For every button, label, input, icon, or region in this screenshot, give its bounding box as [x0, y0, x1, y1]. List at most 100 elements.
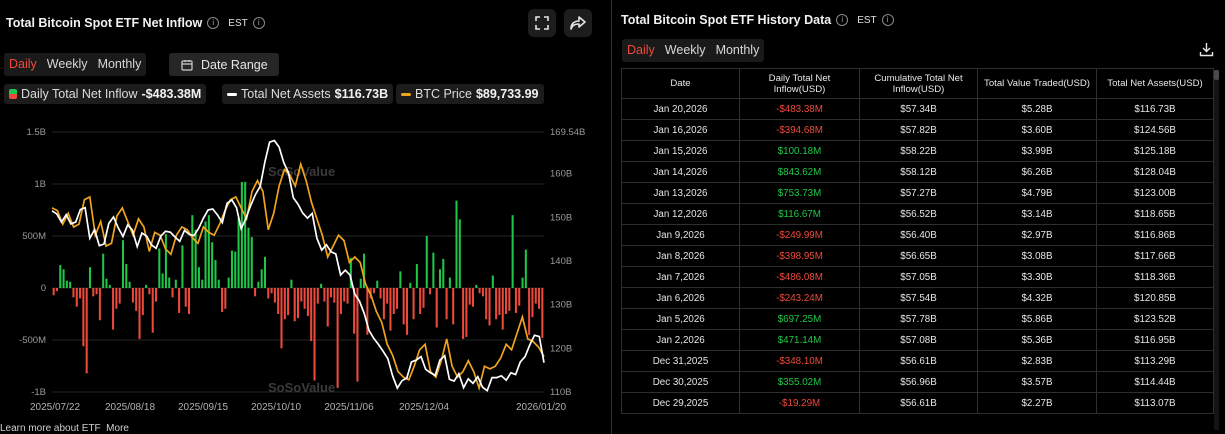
inflow-bar[interactable] [389, 288, 392, 331]
inflow-bar[interactable] [178, 288, 181, 313]
inflow-bar[interactable] [55, 288, 58, 292]
inflow-bar[interactable] [363, 253, 366, 288]
inflow-bar[interactable] [92, 288, 95, 297]
inflow-bar[interactable] [112, 288, 115, 330]
inflow-bar[interactable] [154, 288, 158, 302]
inflow-bar[interactable] [505, 288, 508, 314]
inflow-bar[interactable] [148, 288, 151, 295]
inflow-bar[interactable] [323, 288, 326, 302]
inflow-bar[interactable] [221, 288, 224, 312]
inflow-bar[interactable] [422, 288, 425, 308]
inflow-bar[interactable] [320, 283, 323, 288]
tab-monthly[interactable]: Monthly [97, 57, 142, 71]
inflow-bar[interactable] [125, 264, 128, 288]
inflow-bar[interactable] [399, 271, 402, 288]
inflow-bar[interactable] [465, 288, 468, 337]
inflow-bar[interactable] [349, 257, 352, 288]
inflow-bar[interactable] [88, 267, 91, 288]
inflow-bar[interactable] [263, 256, 267, 288]
download-icon[interactable] [1199, 42, 1214, 57]
inflow-bar[interactable] [372, 288, 375, 294]
inflow-bar[interactable] [277, 288, 280, 314]
inflow-bar[interactable] [105, 278, 108, 288]
tab-monthly[interactable]: Monthly [715, 43, 760, 57]
inflow-bar[interactable] [82, 288, 85, 347]
scrollbar-thumb[interactable] [1214, 70, 1219, 80]
inflow-bar[interactable] [445, 288, 448, 320]
inflow-bar[interactable] [204, 221, 207, 288]
legend-daily-inflow[interactable]: Daily Total Net Inflow -$483.38M [4, 84, 207, 104]
inflow-bar[interactable] [455, 200, 458, 288]
inflow-bar[interactable] [174, 279, 177, 288]
inflow-bar[interactable] [514, 288, 517, 313]
inflow-bar[interactable] [458, 219, 461, 288]
inflow-bar[interactable] [508, 288, 511, 311]
share-button[interactable] [564, 9, 592, 37]
inflow-bar[interactable] [201, 279, 204, 288]
inflow-bar[interactable] [382, 288, 385, 320]
learn-more-link[interactable]: Learn more about ETF [0, 423, 101, 434]
inflow-bar[interactable] [141, 288, 144, 316]
inflow-bar[interactable] [283, 288, 286, 320]
inflow-bar[interactable] [296, 288, 300, 319]
inflow-bar[interactable] [230, 250, 233, 288]
legend-net-assets[interactable]: Total Net Assets $116.73B [222, 84, 394, 104]
inflow-bar[interactable] [168, 277, 171, 288]
tab-daily[interactable]: Daily [9, 57, 37, 71]
inflow-bar[interactable] [531, 288, 534, 318]
col-net-assets[interactable]: Total Net Assets(USD) [1096, 68, 1214, 99]
inflow-bar[interactable] [138, 288, 141, 339]
inflow-bar[interactable] [131, 288, 134, 303]
inflow-bar[interactable] [214, 259, 217, 288]
inflow-bar[interactable] [184, 288, 187, 307]
inflow-bar[interactable] [491, 275, 494, 288]
inflow-bar[interactable] [356, 288, 359, 382]
tab-weekly[interactable]: Weekly [664, 43, 706, 57]
inflow-bar[interactable] [386, 288, 389, 304]
inflow-bar[interactable] [207, 215, 210, 288]
inflow-bar[interactable] [62, 269, 65, 288]
inflow-bar[interactable] [280, 288, 283, 349]
inflow-bar[interactable] [353, 288, 356, 334]
inflow-bar[interactable] [501, 288, 504, 330]
inflow-bar[interactable] [402, 288, 405, 325]
inflow-bar[interactable] [452, 288, 455, 325]
inflow-bar[interactable] [240, 181, 243, 288]
inflow-bar[interactable] [528, 288, 531, 335]
inflow-bar[interactable] [392, 288, 395, 314]
inflow-bar[interactable] [435, 288, 438, 328]
inflow-bar[interactable] [511, 215, 514, 288]
inflow-bar[interactable] [270, 288, 273, 294]
inflow-bar[interactable] [95, 288, 98, 295]
date-range-button[interactable]: Date Range [169, 53, 279, 76]
inflow-bar[interactable] [524, 249, 527, 288]
inflow-bar[interactable] [339, 288, 342, 314]
inflow-bar[interactable] [217, 279, 220, 288]
inflow-bar[interactable] [329, 288, 333, 298]
inflow-bar[interactable] [108, 284, 111, 288]
inflow-bar[interactable] [224, 288, 227, 309]
inflow-bar[interactable] [158, 248, 161, 288]
inflow-bar[interactable] [313, 288, 316, 381]
inflow-bar[interactable] [161, 273, 164, 288]
inflow-bar[interactable] [409, 282, 412, 288]
inflow-bar[interactable] [534, 288, 537, 304]
inflow-bar[interactable] [333, 288, 336, 303]
inflow-bar[interactable] [211, 242, 214, 288]
inflow-bar[interactable] [267, 288, 270, 299]
inflow-bar[interactable] [481, 288, 484, 297]
inflow-bar[interactable] [518, 288, 521, 306]
inflow-bar[interactable] [306, 288, 309, 317]
inflow-bar[interactable] [396, 288, 399, 309]
inflow-bar[interactable] [521, 277, 524, 288]
inflow-bar[interactable] [419, 288, 422, 314]
inflow-bar[interactable] [405, 288, 408, 335]
inflow-bar[interactable] [541, 288, 544, 338]
inflow-bar[interactable] [171, 288, 174, 298]
inflow-bar[interactable] [234, 251, 237, 288]
tab-weekly[interactable]: Weekly [46, 57, 88, 71]
net-assets-line[interactable] [51, 139, 545, 393]
inflow-bar[interactable] [52, 288, 55, 296]
inflow-bar[interactable] [462, 288, 465, 339]
inflow-bar[interactable] [273, 288, 276, 303]
